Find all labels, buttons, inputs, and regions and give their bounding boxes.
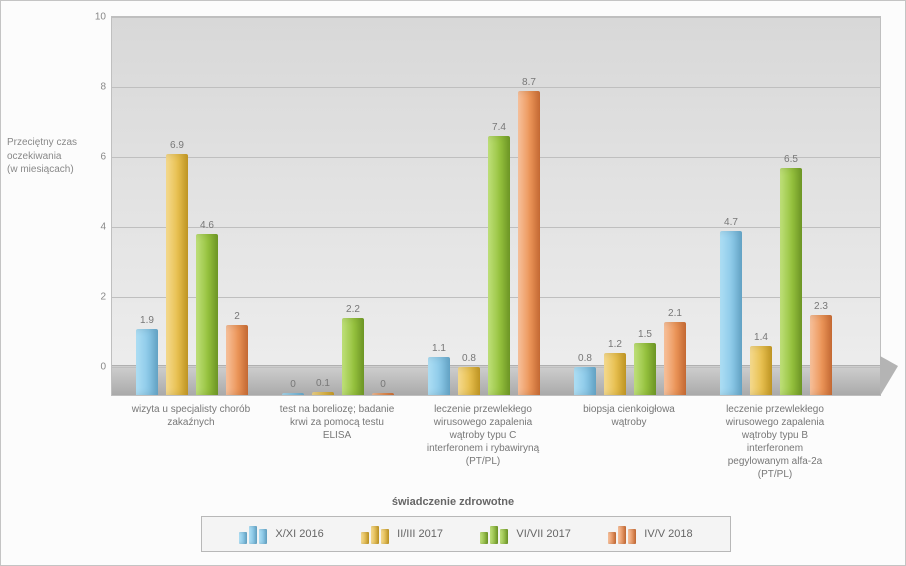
bar-value-label: 6.5 xyxy=(784,154,798,165)
legend-label: X/XI 2016 xyxy=(275,528,323,540)
bar: 0 xyxy=(282,393,304,395)
bar-value-label: 0.8 xyxy=(578,353,592,364)
bar-value-label: 0.1 xyxy=(316,378,330,389)
x-category-label: test na boreliozę; badanie krwi za pomoc… xyxy=(271,403,403,442)
bar-value-label: 2.1 xyxy=(668,308,682,319)
bar: 7.4 xyxy=(488,136,510,395)
bar-value-label: 2.3 xyxy=(814,301,828,312)
bar: 0.1 xyxy=(312,392,334,396)
bar: 1.1 xyxy=(428,357,450,396)
chart-frame: Przeciętny czas oczekiwania (w miesiącac… xyxy=(0,0,906,566)
bar: 6.5 xyxy=(780,168,802,396)
bar-value-label: 8.7 xyxy=(522,77,536,88)
bar: 1.9 xyxy=(136,329,158,396)
bar-value-label: 1.2 xyxy=(608,339,622,350)
legend-swatch xyxy=(608,524,636,544)
y-axis-title: Przeciętny czas oczekiwania (w miesiącac… xyxy=(7,136,102,177)
y-tick-label: 0 xyxy=(100,362,106,373)
bar: 4.7 xyxy=(720,231,742,396)
legend-item: IV/V 2018 xyxy=(608,524,692,544)
legend-item: X/XI 2016 xyxy=(239,524,323,544)
y-tick-label: 6 xyxy=(100,152,106,163)
bar: 6.9 xyxy=(166,154,188,396)
legend-item: VI/VII 2017 xyxy=(480,524,570,544)
bar-value-label: 0 xyxy=(290,379,296,390)
bar-value-label: 0 xyxy=(380,379,386,390)
bar: 2.3 xyxy=(810,315,832,396)
x-category-label: leczenie przewlekłego wirusowego zapalen… xyxy=(709,403,841,481)
bar-value-label: 1.4 xyxy=(754,332,768,343)
bar: 2.1 xyxy=(664,322,686,396)
bar-value-label: 1.9 xyxy=(140,315,154,326)
bar: 0.8 xyxy=(458,367,480,395)
bar: 4.6 xyxy=(196,234,218,395)
legend-swatch xyxy=(480,524,508,544)
bar: 8.7 xyxy=(518,91,540,396)
bar-value-label: 2.2 xyxy=(346,304,360,315)
bar-value-label: 2 xyxy=(234,311,240,322)
legend-swatch xyxy=(239,524,267,544)
bar-value-label: 1.5 xyxy=(638,329,652,340)
legend-label: VI/VII 2017 xyxy=(516,528,570,540)
legend-item: II/III 2017 xyxy=(361,524,443,544)
grid-line xyxy=(112,87,880,88)
x-category-label: leczenie przewlekłego wirusowego zapalen… xyxy=(417,403,549,468)
x-axis-title: świadczenie zdrowotne xyxy=(1,496,905,508)
bar: 2 xyxy=(226,325,248,395)
bar-value-label: 7.4 xyxy=(492,122,506,133)
y-tick-label: 2 xyxy=(100,292,106,303)
legend-label: II/III 2017 xyxy=(397,528,443,540)
bar-value-label: 4.6 xyxy=(200,220,214,231)
legend: X/XI 2016 II/III 2017 VI/VII 2017 IV/V 2018 xyxy=(201,516,731,552)
x-category-label: biopsja cienkoigłowa wątroby xyxy=(563,403,695,429)
bar: 2.2 xyxy=(342,318,364,395)
y-tick-label: 4 xyxy=(100,222,106,233)
bar-value-label: 4.7 xyxy=(724,217,738,228)
bar: 1.4 xyxy=(750,346,772,395)
bar-value-label: 1.1 xyxy=(432,343,446,354)
y-tick-label: 10 xyxy=(95,12,106,23)
legend-label: IV/V 2018 xyxy=(644,528,692,540)
bar: 0 xyxy=(372,393,394,395)
legend-swatch xyxy=(361,524,389,544)
bar-value-label: 0.8 xyxy=(462,353,476,364)
y-tick-label: 8 xyxy=(100,82,106,93)
bar: 1.5 xyxy=(634,343,656,396)
bar-value-label: 6.9 xyxy=(170,140,184,151)
x-category-label: wizyta u specjalisty chorób zakaźnych xyxy=(125,403,257,429)
bar: 0.8 xyxy=(574,367,596,395)
bar: 1.2 xyxy=(604,353,626,395)
plot-area: 02468101.96.94.6200.12.201.10.87.48.70.8… xyxy=(111,16,881,396)
grid-line xyxy=(112,17,880,18)
